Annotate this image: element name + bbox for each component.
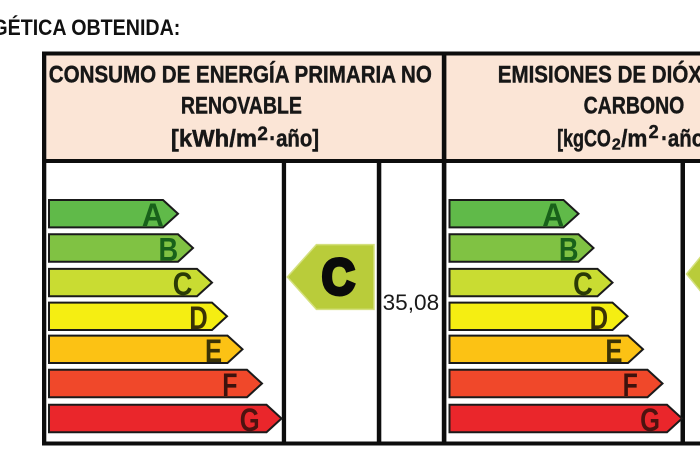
svg-text:2: 2 bbox=[257, 124, 268, 145]
svg-text:EMISIONES DE DIÓXIDO DE: EMISIONES DE DIÓXIDO DE bbox=[498, 61, 700, 88]
svg-text:E: E bbox=[205, 334, 222, 369]
svg-text:A: A bbox=[142, 197, 164, 233]
svg-text:F: F bbox=[623, 368, 638, 404]
svg-text:C: C bbox=[573, 267, 593, 303]
svg-text:·año]: ·año] bbox=[661, 125, 700, 152]
svg-text:[kWh/m: [kWh/m bbox=[171, 125, 257, 152]
svg-text:[kgCO: [kgCO bbox=[557, 126, 611, 152]
svg-text:C: C bbox=[173, 267, 193, 303]
svg-text:2: 2 bbox=[612, 137, 621, 154]
svg-text:/m: /m bbox=[621, 125, 647, 152]
svg-text:D: D bbox=[189, 301, 207, 336]
svg-text:RENOVABLE: RENOVABLE bbox=[181, 92, 302, 119]
svg-text:C: C bbox=[322, 250, 355, 305]
svg-text:G: G bbox=[240, 403, 260, 438]
svg-text:ENERGÉTICA OBTENIDA:: ENERGÉTICA OBTENIDA: bbox=[0, 16, 180, 41]
svg-text:G: G bbox=[640, 403, 660, 438]
svg-text:2: 2 bbox=[649, 122, 659, 142]
svg-text:B: B bbox=[559, 232, 579, 268]
svg-text:35,08: 35,08 bbox=[383, 290, 440, 315]
svg-text:B: B bbox=[158, 232, 178, 268]
svg-text:CARBONO: CARBONO bbox=[584, 92, 685, 119]
svg-text:CONSUMO DE ENERGÍA PRIMARIA NO: CONSUMO DE ENERGÍA PRIMARIA NO bbox=[49, 61, 432, 88]
svg-text:D: D bbox=[590, 301, 608, 336]
svg-text:·año]: ·año] bbox=[269, 125, 319, 152]
svg-text:A: A bbox=[542, 197, 564, 233]
svg-text:F: F bbox=[222, 368, 237, 404]
svg-text:E: E bbox=[605, 334, 622, 369]
